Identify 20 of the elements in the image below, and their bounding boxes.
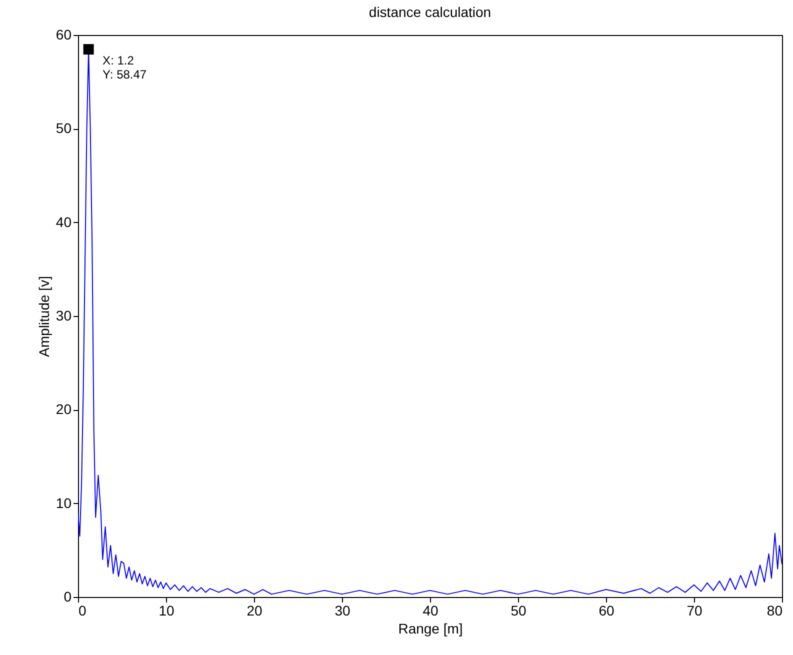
x-tick-label: 0 <box>78 602 86 618</box>
y-axis-title: Amplitude [v] <box>36 276 52 357</box>
x-tick-label: 70 <box>686 602 702 618</box>
y-tick-label: 40 <box>56 214 72 230</box>
chart-title: distance calculation <box>368 4 492 20</box>
annotation: X: 1.2 Y: 58.47 <box>102 53 147 82</box>
x-tick-label: 30 <box>334 602 350 618</box>
y-tick-label: 0 <box>64 588 72 604</box>
x-tick-label: 20 <box>246 602 262 618</box>
x-tick-label: 10 <box>158 602 174 618</box>
x-axis-title: Range [m] <box>398 620 463 636</box>
y-tick-label: 20 <box>56 401 72 418</box>
x-tick-label: 50 <box>510 602 526 618</box>
y-tick-label: 60 <box>56 26 72 42</box>
y-tick-label: 30 <box>56 308 72 324</box>
x-tick-label: 80 <box>766 602 783 618</box>
y-tick-label: 50 <box>56 120 72 136</box>
x-tick-label: 60 <box>598 602 614 618</box>
x-tick-label: 40 <box>422 602 438 618</box>
y-tick-label: 10 <box>56 494 72 511</box>
